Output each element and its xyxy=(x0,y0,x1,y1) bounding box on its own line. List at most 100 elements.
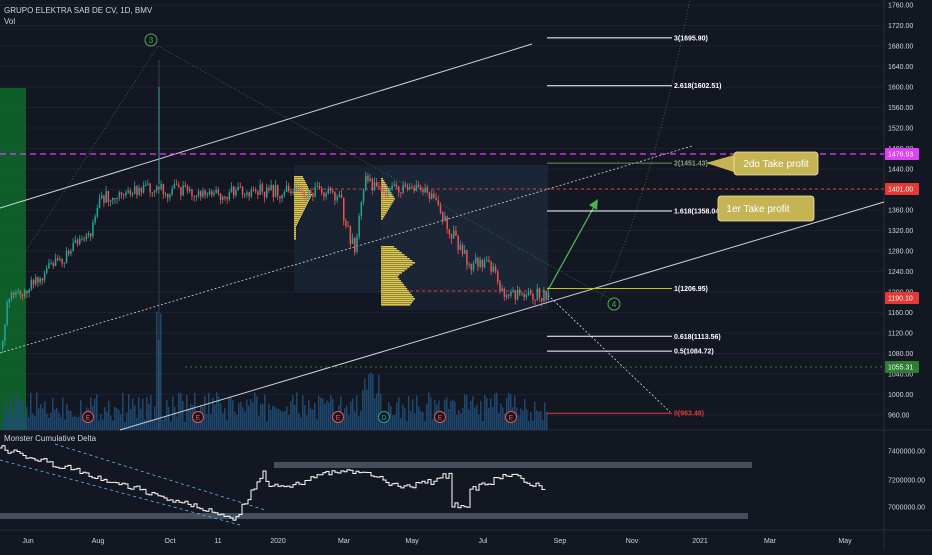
candle-body xyxy=(446,216,448,230)
profile-bar xyxy=(381,282,403,284)
volume-bar xyxy=(308,400,310,430)
volume-bar xyxy=(484,394,486,430)
volume-bar xyxy=(528,420,530,430)
volume-bar xyxy=(78,416,80,430)
volume-bar xyxy=(28,417,30,430)
fib-level-label: 0.5(1084.72) xyxy=(674,349,714,356)
indicator-title: Monster Cumulative Delta xyxy=(4,434,97,443)
candle-body xyxy=(123,194,125,196)
profile-bar xyxy=(294,226,296,228)
candle-body xyxy=(497,271,499,282)
profile-bar xyxy=(381,302,412,304)
fib-level-label: 2(1451.43) xyxy=(674,161,708,168)
event-circle xyxy=(82,411,94,423)
profile-bar xyxy=(294,224,297,226)
candle-body xyxy=(184,185,187,187)
volume-bar xyxy=(330,395,332,430)
candles xyxy=(2,60,550,430)
volume-bar xyxy=(150,394,152,430)
candle-body xyxy=(129,190,132,195)
volume-bar xyxy=(36,392,38,430)
profile-bar xyxy=(381,264,413,266)
volume-bar xyxy=(154,406,156,430)
event-marker: D xyxy=(378,411,390,423)
profile-bar xyxy=(381,194,393,196)
volume-bar xyxy=(482,420,484,430)
volume-bar xyxy=(242,407,244,430)
volume-bar xyxy=(272,405,274,430)
indicator-pane: Monster Cumulative Delta 7400000.00 720000… xyxy=(0,434,925,526)
volume-bar xyxy=(286,406,288,430)
y-tick-label: 1520.00 xyxy=(888,126,913,133)
candle-body xyxy=(545,291,547,300)
candle-body xyxy=(435,197,437,200)
candle-body xyxy=(488,260,490,263)
candle-body xyxy=(72,242,74,252)
volume-bar xyxy=(62,397,64,430)
volume-bar xyxy=(316,419,318,430)
x-tick-label: Oct xyxy=(165,538,176,545)
volume-bar xyxy=(372,374,374,430)
candle-body xyxy=(499,281,501,291)
profile-bar xyxy=(294,186,308,188)
price-label-bg xyxy=(885,292,919,304)
wave-line-a xyxy=(19,45,159,261)
volume-bar xyxy=(76,417,78,430)
candle-body xyxy=(400,192,402,194)
volume-bar xyxy=(102,419,104,430)
candle-body xyxy=(305,196,308,198)
candle-body xyxy=(294,187,297,192)
volume-bar xyxy=(428,392,430,430)
wave-circle xyxy=(607,297,621,311)
candle-body xyxy=(457,235,459,250)
fibonacci: 3(1695.90) 2.618(1602.51) 2(1451.43) 1.618(… xyxy=(547,35,721,418)
x-tick-label: 11 xyxy=(214,538,221,545)
candle-body xyxy=(281,195,283,199)
candle-body xyxy=(283,192,286,196)
volume-bar xyxy=(524,398,526,430)
event-marker: E xyxy=(434,411,446,423)
candle-body xyxy=(61,259,63,264)
volume-bar xyxy=(182,400,184,430)
profile-bar xyxy=(381,272,402,274)
candle-body xyxy=(516,289,519,300)
candle-body xyxy=(351,238,354,244)
volume-bar xyxy=(44,401,46,430)
candle-body xyxy=(402,185,404,193)
candle-body xyxy=(169,194,171,198)
volume-bar xyxy=(502,407,504,430)
volume-bar xyxy=(124,421,126,430)
wave-circle xyxy=(144,33,158,47)
volume-bar xyxy=(30,392,32,430)
candle-body xyxy=(39,278,41,283)
volume-bar xyxy=(508,392,510,430)
volume-bar xyxy=(432,418,434,430)
volume-bar xyxy=(318,395,320,430)
volume-bar xyxy=(232,400,234,430)
fib-level-label: 1(1206.95) xyxy=(674,286,708,293)
candle-body xyxy=(114,198,116,200)
candle-body xyxy=(74,240,77,243)
volume-bar xyxy=(46,413,48,430)
volume-bar xyxy=(80,399,82,430)
candle-body xyxy=(98,198,101,208)
candle-body xyxy=(120,192,123,195)
candle-body xyxy=(406,186,409,190)
volume-bar xyxy=(160,313,162,430)
volume-bar xyxy=(516,407,518,430)
take-profit-1-box xyxy=(717,195,815,222)
candle-body xyxy=(217,189,220,194)
candle-body xyxy=(514,290,517,300)
volume-bar xyxy=(320,397,322,430)
candle-body xyxy=(356,236,358,252)
y-tick-label: 1160.00 xyxy=(888,310,913,317)
candle-body xyxy=(525,294,528,298)
profile-bar xyxy=(294,214,302,216)
volume-bar xyxy=(214,404,216,430)
volume-bar xyxy=(314,403,316,430)
candle-body xyxy=(167,193,169,198)
volume-bar xyxy=(494,393,496,430)
volume-bar xyxy=(236,414,238,430)
